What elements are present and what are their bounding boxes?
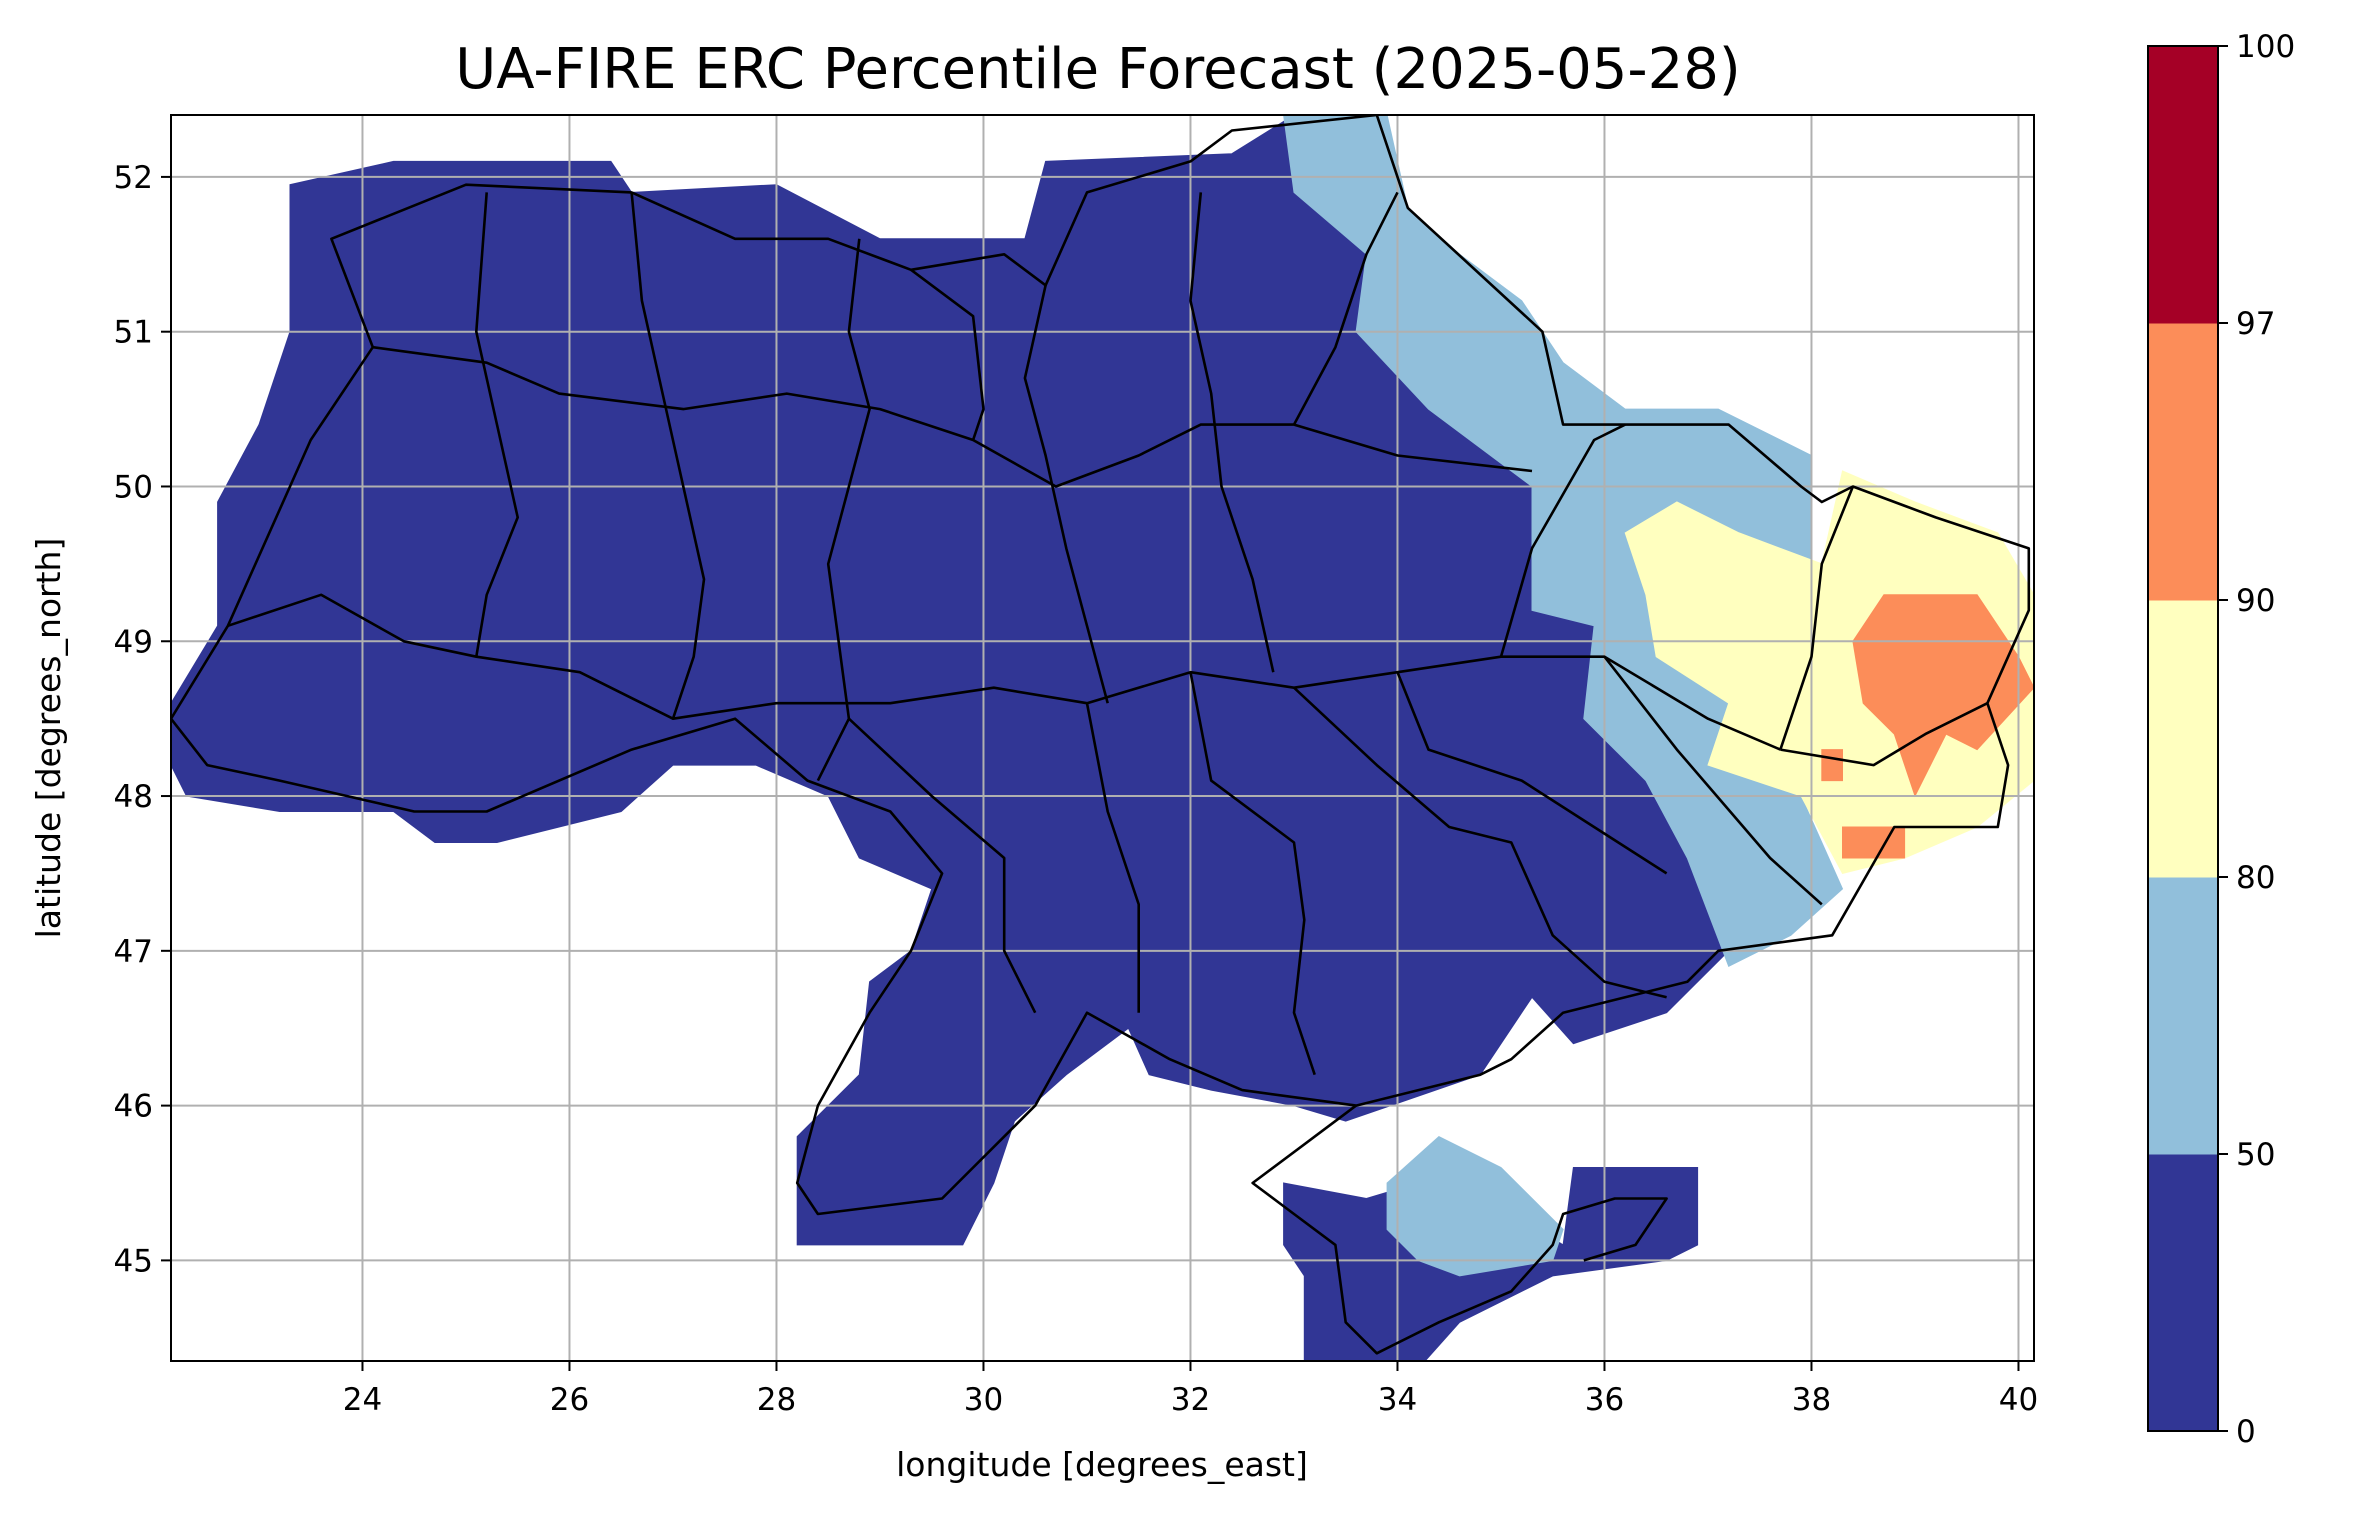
border-line-5 [630,192,706,720]
y-tick-label-50: 50 [114,469,153,505]
colorbar-tick-label-80: 80 [2236,860,2275,896]
colorbar-tick-label-100: 100 [2236,29,2295,65]
colorbar-segment-0-50 [2148,1154,2218,1432]
region-80-90-4 [1624,470,2034,874]
x-axis-ticks: 24 26 28 30 32 34 36 38 40 [343,1361,2038,1418]
border-line-13 [1396,671,1668,875]
border-line-17 [1779,486,1855,751]
colorbar-segment-90-97 [2148,323,2218,601]
chart-title: UA-FIRE ERC Percentile Forecast (2025-05… [455,37,1740,102]
border-line-7 [1023,285,1109,704]
x-tick-label-32: 32 [1171,1382,1210,1418]
x-tick-label-28: 28 [757,1382,796,1418]
x-tick-label-30: 30 [964,1382,1003,1418]
colorbar-frame [2147,45,2219,1432]
colorbar-segment-80-90 [2148,600,2218,878]
x-tick-label-26: 26 [550,1382,589,1418]
border-line-16 [1780,702,1988,767]
border-line-3 [227,593,1781,751]
border-line-14 [1499,423,1626,658]
border-line-19 [1292,191,1399,426]
y-tick-label-52: 52 [114,160,153,196]
x-tick-label-34: 34 [1378,1382,1417,1418]
colorbar-tick-label-97: 97 [2236,306,2275,342]
erc-class-regions [171,115,2034,1361]
x-axis-label: longitude [degrees_east] [896,1445,1308,1484]
y-axis-label: latitude [degrees_north] [29,538,68,939]
colorbar: 0 50 80 90 97 100 [2147,29,2295,1450]
y-tick-label-51: 51 [114,315,153,351]
colorbar-segment-50-80 [2148,877,2218,1155]
x-tick-label-40: 40 [1999,1382,2038,1418]
border-line-11 [1189,671,1316,1076]
border-line-12 [1293,686,1667,999]
region-90-97-7 [1821,749,1843,782]
y-tick-label-47: 47 [114,934,153,970]
colorbar-segment-97-100 [2148,46,2218,324]
y-tick-label-49: 49 [114,624,153,660]
border-line-8 [1189,192,1275,673]
border-line-4 [474,192,520,657]
x-tick-label-38: 38 [1792,1382,1831,1418]
y-axis-ticks: 45 46 47 48 49 50 51 52 [114,160,171,1279]
border-line-0 [171,115,2031,1216]
border-line-6 [816,238,871,782]
y-tick-label-45: 45 [114,1243,153,1279]
border-line-1 [1251,1104,1668,1355]
colorbar-tick-label-50: 50 [2236,1137,2275,1173]
oblast-borders [171,115,2031,1355]
colorbar-tick-label-0: 0 [2236,1414,2256,1450]
x-tick-label-36: 36 [1585,1382,1624,1418]
border-line-9 [848,717,1037,1014]
y-tick-label-46: 46 [114,1089,153,1125]
region-90-97-5 [1852,594,2034,798]
x-tick-label-24: 24 [343,1382,382,1418]
colorbar-tick-label-90: 90 [2236,583,2275,619]
border-line-10 [1085,702,1140,1013]
border-line-15 [1603,655,1823,906]
border-line-18 [910,268,985,441]
region-0-50-0 [171,115,1730,1246]
y-tick-label-48: 48 [114,779,153,815]
region-90-97-6 [1842,826,1906,859]
plot-frame [170,114,2035,1362]
